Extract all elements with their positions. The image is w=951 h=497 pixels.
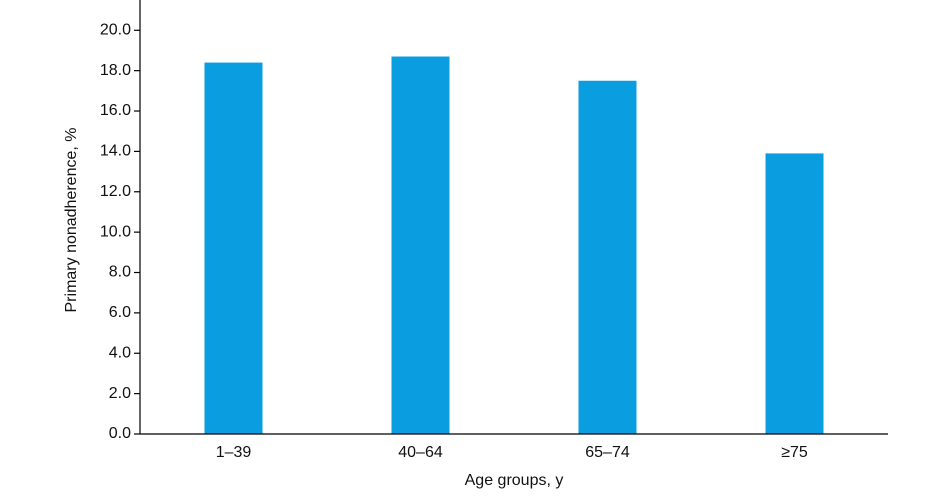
x-tick-label: 40–64 — [398, 444, 443, 461]
y-tick-label: 14.0 — [100, 143, 131, 160]
y-tick-label: 8.0 — [109, 264, 131, 281]
y-tick-label: 0.0 — [109, 425, 131, 442]
y-tick-label: 12.0 — [100, 183, 131, 200]
bar — [204, 62, 263, 434]
y-tick-label: 20.0 — [100, 21, 131, 38]
y-tick-label: 16.0 — [100, 102, 131, 119]
y-tick-label: 6.0 — [109, 304, 131, 321]
x-tick-label: ≥75 — [781, 444, 808, 461]
bar — [765, 153, 824, 435]
y-tick-label: 2.0 — [109, 385, 131, 402]
x-axis-label: Age groups, y — [465, 472, 564, 489]
y-tick-label: 18.0 — [100, 62, 131, 79]
x-tick-label: 1–39 — [216, 444, 252, 461]
bar — [578, 80, 637, 434]
y-axis-label: Primary nonadherence, % — [63, 128, 80, 313]
x-tick-label: 65–74 — [585, 444, 630, 461]
bar — [391, 56, 450, 434]
y-tick-label: 4.0 — [109, 344, 131, 361]
y-tick-label: 10.0 — [100, 223, 131, 240]
